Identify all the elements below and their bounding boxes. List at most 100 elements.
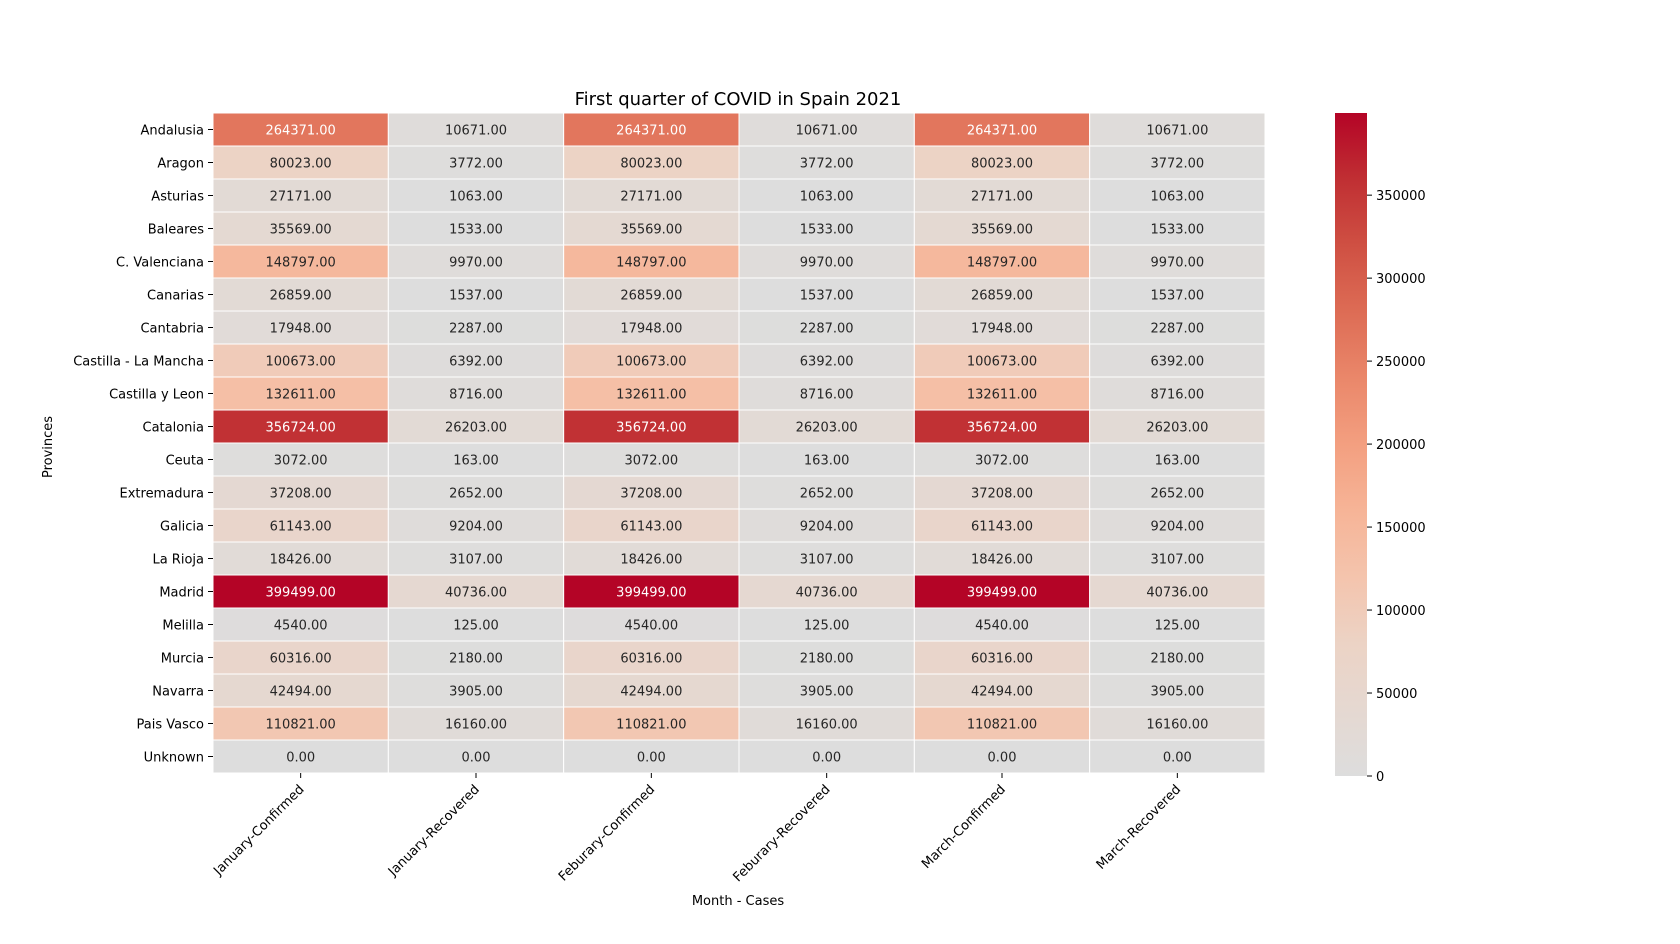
heatmap-cell — [738, 541, 915, 576]
heatmap-cell — [738, 211, 915, 246]
cell-value-label: 9204.00 — [800, 520, 854, 535]
heatmap-cell — [1089, 310, 1266, 345]
cell-value-label: 3072.00 — [624, 454, 678, 469]
cell-value-label: 3072.00 — [975, 454, 1029, 469]
cell-value-label: 10671.00 — [1146, 124, 1208, 139]
y-tick-label: Pais Vasco — [137, 718, 205, 733]
cell-value-label: 1063.00 — [1150, 190, 1204, 205]
colorbar-gradient — [1335, 113, 1367, 776]
cell-value-label: 0.00 — [988, 751, 1017, 766]
heatmap-cell — [563, 244, 740, 279]
heatmap-cell — [738, 178, 915, 213]
cell-value-label: 3905.00 — [449, 685, 503, 700]
cell-value-label: 16160.00 — [445, 718, 507, 733]
cell-value-label: 163.00 — [1155, 454, 1201, 469]
heatmap-cell — [563, 376, 740, 411]
y-tick-label: Castilla - La Mancha — [73, 355, 204, 370]
cell-value-label: 356724.00 — [266, 421, 336, 436]
heatmap-cell — [387, 211, 565, 246]
heatmap-cell — [1089, 541, 1266, 576]
heatmap-cell — [913, 673, 1091, 708]
colorbar-tick-label: 50000 — [1376, 687, 1417, 702]
cell-value-label: 8716.00 — [449, 388, 503, 403]
cell-value-label: 9970.00 — [449, 256, 503, 271]
cell-value-label: 40736.00 — [796, 586, 858, 601]
heatmap-cell — [738, 640, 915, 675]
cell-value-label: 100673.00 — [967, 355, 1037, 370]
cell-value-label: 148797.00 — [266, 256, 336, 271]
cell-value-label: 3072.00 — [274, 454, 328, 469]
y-tick-label: Melilla — [162, 619, 204, 634]
heatmap-cell — [913, 211, 1091, 246]
heatmap-cell — [913, 508, 1091, 543]
heatmap-cell — [1089, 244, 1266, 279]
colorbar-tick-label: 0 — [1376, 770, 1384, 785]
cell-value-label: 125.00 — [453, 619, 499, 634]
cell-value-label: 132611.00 — [266, 388, 336, 403]
heatmap-cell — [913, 343, 1091, 378]
heatmap-cell — [387, 376, 565, 411]
cell-value-label: 17948.00 — [620, 322, 682, 337]
heatmap-cell — [212, 673, 389, 708]
heatmap-cell — [738, 508, 915, 543]
cell-value-label: 110821.00 — [266, 718, 336, 733]
heatmap-cell — [563, 541, 740, 576]
heatmap-cell — [738, 343, 915, 378]
heatmap-cell — [387, 178, 565, 213]
heatmap-cell — [1089, 640, 1266, 675]
cell-value-label: 148797.00 — [616, 256, 686, 271]
y-tick-label: Murcia — [161, 652, 204, 667]
cell-value-label: 2287.00 — [1150, 322, 1204, 337]
cell-value-label: 1533.00 — [449, 223, 503, 238]
cell-value-label: 80023.00 — [620, 157, 682, 172]
heatmap-cell — [738, 739, 915, 774]
heatmap-cell — [563, 508, 740, 543]
x-tick-label: Feburary-Recovered — [731, 782, 834, 885]
cell-value-label: 2180.00 — [1150, 652, 1204, 667]
x-tick-label: Feburary-Confirmed — [556, 782, 658, 884]
cell-value-label: 9204.00 — [449, 520, 503, 535]
cell-value-label: 27171.00 — [270, 190, 332, 205]
heatmap-cell — [563, 640, 740, 675]
cell-value-label: 40736.00 — [1146, 586, 1208, 601]
cell-value-label: 0.00 — [462, 751, 491, 766]
cell-value-label: 100673.00 — [616, 355, 686, 370]
y-tick-label: Madrid — [159, 586, 204, 601]
heatmap-cell — [913, 178, 1091, 213]
cell-value-label: 26203.00 — [1146, 421, 1208, 436]
heatmap-cell — [212, 475, 389, 510]
heatmap-cell — [913, 541, 1091, 576]
cell-value-label: 3107.00 — [449, 553, 503, 568]
y-tick-label: Unknown — [144, 751, 204, 766]
cell-value-label: 1063.00 — [800, 190, 854, 205]
cell-value-label: 1537.00 — [1150, 289, 1204, 304]
cell-value-label: 264371.00 — [616, 124, 686, 139]
cell-value-label: 125.00 — [1155, 619, 1201, 634]
cell-value-label: 9970.00 — [1150, 256, 1204, 271]
heatmap-cell — [1089, 673, 1266, 708]
cell-value-label: 2652.00 — [1150, 487, 1204, 502]
cell-value-label: 4540.00 — [975, 619, 1029, 634]
heatmap-cell — [738, 310, 915, 345]
cell-value-label: 3772.00 — [800, 157, 854, 172]
cell-value-label: 6392.00 — [449, 355, 503, 370]
heatmap-cell — [1089, 211, 1266, 246]
cell-value-label: 132611.00 — [967, 388, 1037, 403]
cell-value-label: 26203.00 — [796, 421, 858, 436]
cell-value-label: 9204.00 — [1150, 520, 1204, 535]
heatmap-cell — [1089, 706, 1266, 741]
y-tick-label: La Rioja — [152, 553, 204, 568]
cell-value-label: 163.00 — [804, 454, 850, 469]
heatmap-cell — [563, 310, 740, 345]
row-labels: Andalusia Aragon Asturias Baleares C. Valenc… — [73, 124, 213, 766]
x-tick-label: January-Recovered — [385, 782, 483, 880]
x-tick-label: January-Confirmed — [210, 782, 307, 879]
heatmap-cell — [212, 442, 389, 477]
cell-value-label: 42494.00 — [971, 685, 1033, 700]
cell-value-label: 2180.00 — [800, 652, 854, 667]
cell-value-label: 2180.00 — [449, 652, 503, 667]
heatmap-cell — [1089, 376, 1266, 411]
heatmap-cells: 264371.00 10671.00 264371.00 10671.00 264371… — [212, 112, 1266, 774]
y-tick-label: Baleares — [148, 223, 205, 238]
